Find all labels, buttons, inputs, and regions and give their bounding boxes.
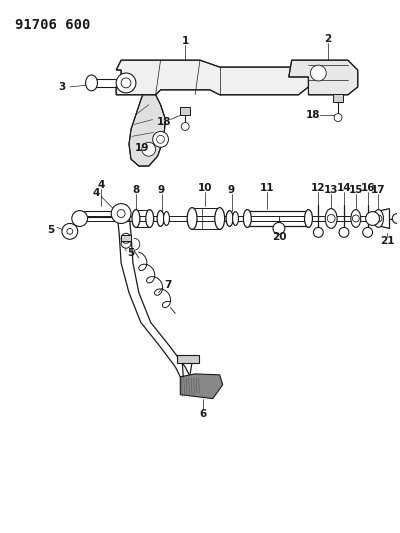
Text: 91706 600: 91706 600 xyxy=(15,18,90,31)
Ellipse shape xyxy=(232,212,238,225)
Ellipse shape xyxy=(243,209,251,228)
Text: 6: 6 xyxy=(199,409,206,419)
Ellipse shape xyxy=(86,75,98,91)
Text: 21: 21 xyxy=(380,236,395,246)
Text: 2: 2 xyxy=(324,35,332,44)
Circle shape xyxy=(142,142,156,156)
Text: 17: 17 xyxy=(371,185,386,195)
Text: 13: 13 xyxy=(324,185,338,195)
Text: 11: 11 xyxy=(260,183,274,193)
Ellipse shape xyxy=(226,211,233,227)
Circle shape xyxy=(352,215,359,222)
Text: 5: 5 xyxy=(48,225,55,236)
Bar xyxy=(177,355,199,363)
Text: 12: 12 xyxy=(311,183,326,193)
Text: 7: 7 xyxy=(164,280,171,290)
Text: 4: 4 xyxy=(98,180,105,190)
Ellipse shape xyxy=(325,208,337,229)
Ellipse shape xyxy=(304,209,312,228)
Circle shape xyxy=(121,238,131,248)
Text: 18: 18 xyxy=(157,117,172,126)
Ellipse shape xyxy=(187,208,197,229)
Text: 18: 18 xyxy=(306,110,321,119)
Circle shape xyxy=(273,222,285,235)
Text: 16: 16 xyxy=(360,183,375,193)
Circle shape xyxy=(121,233,131,243)
Circle shape xyxy=(111,204,131,223)
Text: 4: 4 xyxy=(93,188,100,198)
Polygon shape xyxy=(289,60,358,95)
Text: 9: 9 xyxy=(158,185,165,195)
Circle shape xyxy=(366,212,380,225)
Text: 8: 8 xyxy=(132,185,140,195)
Circle shape xyxy=(339,228,349,237)
Ellipse shape xyxy=(132,209,140,228)
Circle shape xyxy=(327,215,335,222)
Text: 14: 14 xyxy=(337,183,351,193)
Circle shape xyxy=(67,229,73,235)
Circle shape xyxy=(334,114,342,122)
Circle shape xyxy=(117,209,125,217)
Polygon shape xyxy=(129,95,166,166)
Ellipse shape xyxy=(374,209,384,228)
Polygon shape xyxy=(180,374,223,399)
Bar xyxy=(180,107,190,115)
Circle shape xyxy=(181,123,189,131)
Text: 1: 1 xyxy=(182,36,189,46)
Text: 5: 5 xyxy=(127,248,134,258)
Ellipse shape xyxy=(157,211,164,227)
Text: 19: 19 xyxy=(135,143,149,154)
Ellipse shape xyxy=(164,212,170,225)
Circle shape xyxy=(72,211,88,227)
Bar xyxy=(121,236,131,241)
Ellipse shape xyxy=(215,208,225,229)
Circle shape xyxy=(310,65,326,81)
Circle shape xyxy=(153,132,168,147)
Text: 3: 3 xyxy=(58,82,66,92)
Text: 10: 10 xyxy=(198,183,212,193)
Circle shape xyxy=(375,215,382,222)
Circle shape xyxy=(363,228,372,237)
Circle shape xyxy=(62,223,78,239)
Text: 9: 9 xyxy=(228,185,235,195)
Ellipse shape xyxy=(351,209,361,228)
Text: 15: 15 xyxy=(348,185,363,195)
Circle shape xyxy=(157,135,164,143)
Ellipse shape xyxy=(146,209,154,228)
Bar xyxy=(333,94,343,102)
Circle shape xyxy=(314,228,323,237)
Circle shape xyxy=(392,214,400,223)
Circle shape xyxy=(121,78,131,88)
Circle shape xyxy=(116,73,136,93)
Text: 20: 20 xyxy=(272,232,286,243)
Polygon shape xyxy=(116,60,308,95)
